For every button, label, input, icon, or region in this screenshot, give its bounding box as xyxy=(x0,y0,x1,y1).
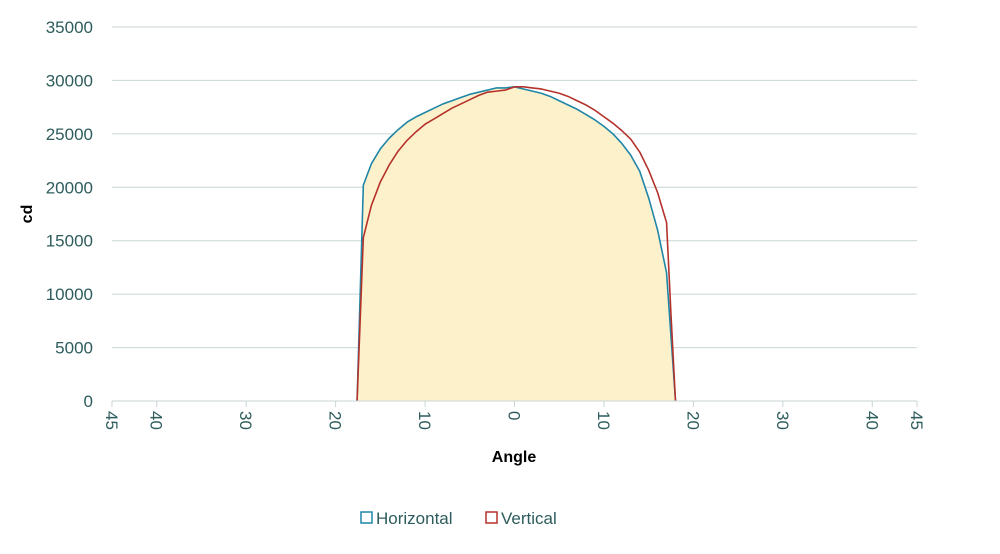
legend-label-vertical: Vertical xyxy=(501,509,557,528)
series-line-horizontal xyxy=(356,86,677,402)
x-tick-label: 30 xyxy=(236,411,255,430)
y-tick-label: 5000 xyxy=(55,339,93,358)
legend: Horizontal Vertical xyxy=(360,509,557,528)
x-tick-label: 20 xyxy=(326,411,345,430)
series-line-vertical xyxy=(356,86,677,402)
y-axis-ticks: 0 5000 10000 15000 20000 25000 30000 35000 xyxy=(46,18,93,411)
y-tick-label: 30000 xyxy=(46,71,93,90)
area-fill xyxy=(357,86,676,401)
fill-layer xyxy=(357,86,676,401)
y-tick-label: 25000 xyxy=(46,125,93,144)
legend-swatch-vertical xyxy=(485,511,498,524)
y-tick-label: 10000 xyxy=(46,285,93,304)
x-tick-label: 10 xyxy=(415,411,434,430)
y-axis-title: cd xyxy=(19,205,36,224)
y-tick-label: 15000 xyxy=(46,232,93,251)
x-tick-label: 10 xyxy=(594,411,613,430)
x-tick-label: 40 xyxy=(862,411,881,430)
x-axis-title: Angle xyxy=(492,449,537,466)
y-tick-label: 35000 xyxy=(46,18,93,37)
legend-label-horizontal: Horizontal xyxy=(376,509,453,528)
x-tick-label: 30 xyxy=(773,411,792,430)
x-axis-ticks: 45 40 30 20 10 0 10 20 30 40 45 xyxy=(102,401,926,430)
legend-swatch-horizontal xyxy=(360,511,373,524)
x-tick-label: 20 xyxy=(683,411,702,430)
series-layer xyxy=(356,86,677,402)
x-tick-label: 45 xyxy=(102,411,121,430)
x-tick-label: 45 xyxy=(907,411,926,430)
x-tick-label: 0 xyxy=(505,411,524,420)
y-tick-label: 0 xyxy=(84,392,93,411)
x-tick-label: 40 xyxy=(147,411,166,430)
y-tick-label: 20000 xyxy=(46,178,93,197)
